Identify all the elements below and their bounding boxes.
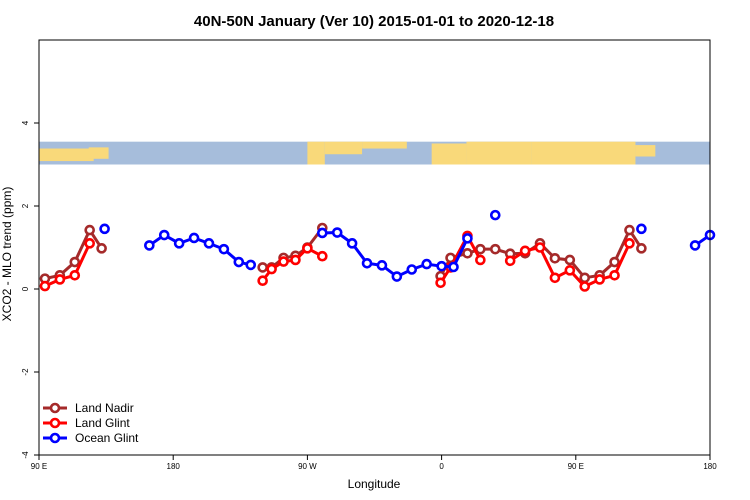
data-point	[579, 281, 591, 292]
data-point	[361, 257, 373, 269]
data-point	[594, 274, 605, 285]
data-point	[406, 264, 418, 275]
data-point	[218, 243, 230, 255]
x-tick-label: 180	[703, 462, 717, 471]
data-point	[475, 254, 486, 266]
map-land	[307, 141, 325, 165]
map-land	[466, 141, 532, 165]
data-point	[188, 232, 200, 244]
data-point	[376, 260, 388, 271]
chart-title: 40N-50N January (Ver 10) 2015-01-01 to 2…	[194, 13, 554, 30]
data-point	[391, 271, 403, 282]
data-point	[549, 272, 561, 284]
y-tick-label: 4	[21, 120, 30, 125]
data-point	[609, 270, 620, 281]
plot-frame	[38, 39, 711, 456]
data-point	[99, 223, 110, 235]
data-point	[564, 254, 576, 266]
map-land	[635, 145, 656, 157]
data-point	[278, 256, 289, 267]
data-point	[462, 233, 473, 244]
axes: 90 E 180 90 W 0 90 E 180 -4 -2 0 2 4	[21, 120, 717, 471]
legend-marker	[49, 402, 61, 414]
series-ocean-glint	[99, 209, 716, 282]
map-land	[324, 141, 363, 155]
data-point	[69, 256, 81, 268]
x-tick-label: 90 E	[31, 462, 47, 471]
data-point	[173, 238, 185, 249]
series-layer	[39, 209, 716, 292]
data-point	[39, 280, 51, 292]
data-point	[519, 245, 531, 257]
map-land	[431, 143, 467, 165]
data-point	[317, 250, 328, 262]
data-point	[84, 238, 95, 249]
y-tick-label: -2	[21, 368, 30, 376]
data-point	[54, 274, 66, 285]
data-point	[346, 238, 358, 249]
data-point	[290, 254, 301, 266]
data-point	[636, 223, 647, 235]
data-point	[245, 259, 257, 271]
x-tick-label: 180	[167, 462, 181, 471]
data-point	[475, 243, 486, 255]
data-point	[266, 263, 277, 275]
data-point	[158, 229, 170, 241]
series-land-glint	[39, 230, 635, 292]
data-point	[489, 209, 501, 221]
data-point	[462, 248, 473, 259]
data-point	[436, 260, 447, 272]
x-tick-label: 0	[439, 462, 444, 471]
legend-marker	[49, 417, 61, 429]
y-tick-label: -4	[21, 451, 30, 459]
data-point	[302, 243, 313, 254]
data-point	[534, 242, 546, 253]
map-band	[39, 141, 710, 165]
x-tick-label: 90 E	[568, 462, 584, 471]
data-point	[331, 227, 343, 238]
data-point	[69, 270, 81, 281]
data-point	[489, 243, 501, 255]
data-point	[448, 261, 459, 273]
data-point	[624, 238, 635, 249]
legend-label: Ocean Glint	[75, 431, 139, 445]
data-point	[564, 265, 576, 276]
x-tick-label: 90 W	[298, 462, 317, 471]
data-point	[421, 258, 432, 270]
data-point	[579, 272, 591, 284]
legend-label: Land Nadir	[75, 401, 134, 415]
data-point	[549, 252, 561, 264]
data-point	[504, 255, 516, 267]
legend-label: Land Glint	[75, 416, 130, 430]
y-axis-label: XCO2 - MLO trend (ppm)	[0, 187, 14, 322]
data-point	[689, 240, 701, 251]
data-point	[624, 224, 635, 236]
map-land	[531, 141, 636, 165]
data-point	[96, 243, 107, 254]
data-point	[636, 243, 647, 254]
series-line	[44, 242, 92, 288]
map-land	[88, 147, 109, 159]
data-point	[203, 238, 215, 249]
y-tick-label: 2	[21, 203, 30, 208]
data-point	[257, 275, 268, 287]
data-point	[233, 256, 245, 268]
x-axis-label: Longitude	[348, 477, 401, 491]
legend-marker	[49, 432, 61, 444]
data-point	[84, 224, 95, 236]
data-point	[435, 277, 446, 289]
y-tick-label: 0	[21, 286, 30, 291]
data-point	[609, 256, 620, 268]
data-point	[317, 227, 328, 239]
data-point	[257, 262, 268, 273]
series-line	[439, 232, 482, 284]
map-land	[362, 141, 407, 149]
map-land	[39, 148, 94, 162]
data-point	[144, 240, 155, 251]
